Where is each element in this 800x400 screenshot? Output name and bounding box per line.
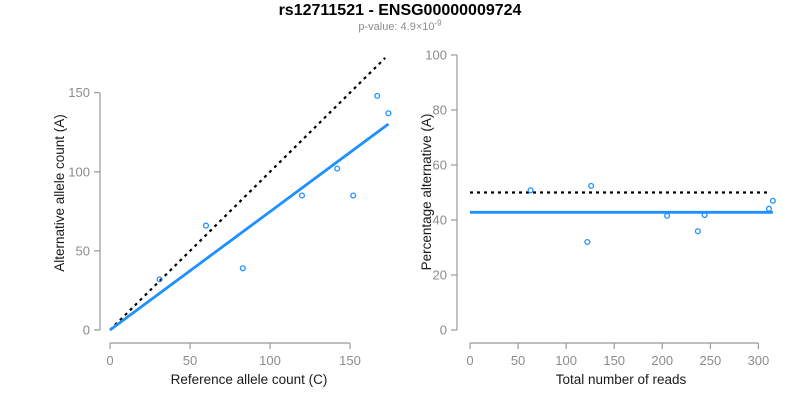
data-points	[156, 92, 392, 283]
y-tick-label: 150	[68, 85, 90, 100]
data-point	[385, 110, 392, 117]
x-tick-label: 150	[603, 353, 625, 368]
x-tick-label: 50	[183, 353, 197, 368]
y-tick-label: 80	[433, 103, 447, 118]
y-axis: 0 20 40 60 80 100	[425, 48, 458, 338]
x-axis: 0 50 100 150 200 250 300	[466, 342, 770, 368]
x-tick-label: 200	[651, 353, 673, 368]
data-point	[298, 192, 306, 199]
data-point	[769, 197, 776, 204]
data-point	[588, 182, 595, 189]
data-point	[584, 238, 591, 246]
y-tick-label: 20	[433, 268, 447, 283]
x-tick-label: 0	[466, 353, 473, 368]
x-tick-label: 250	[699, 353, 721, 368]
data-point	[334, 165, 341, 172]
subtitle-exponent: -9	[434, 18, 442, 28]
x-tick-label: 100	[555, 353, 577, 368]
data-point	[156, 276, 163, 283]
x-axis: 0 50 100 150	[106, 342, 361, 368]
identity-line	[109, 57, 386, 331]
chart-subtitle: p-value: 4.9×10-9	[0, 19, 800, 33]
x-tick-label: 0	[106, 353, 113, 368]
y-tick-label: 0	[83, 323, 90, 338]
data-point	[664, 212, 671, 219]
data-points	[527, 182, 776, 246]
subtitle-base: p-value: 4.9×10	[358, 21, 435, 33]
data-point	[202, 222, 210, 229]
chart-title: rs12711521 - ENSG00000009724	[278, 2, 522, 19]
data-point	[527, 187, 534, 194]
x-tick-label: 100	[259, 353, 281, 368]
y-tick-label: 50	[76, 243, 90, 258]
y-axis-title: Alternative allele count (A)	[52, 114, 67, 272]
data-point	[701, 212, 708, 219]
x-tick-label: 50	[511, 353, 525, 368]
right-plot: 0 20 40 60 80 100 0 50 100 150 200 250 300 Total numb…	[419, 48, 776, 387]
y-tick-label: 100	[425, 48, 447, 63]
data-point	[239, 265, 246, 272]
x-tick-label: 300	[748, 353, 770, 368]
y-tick-label: 60	[433, 158, 447, 173]
data-point	[765, 205, 773, 212]
data-point	[374, 92, 381, 99]
x-tick-label: 150	[339, 353, 361, 368]
data-point	[350, 192, 357, 199]
data-point	[694, 228, 701, 235]
regression-line	[109, 122, 390, 332]
x-axis-title: Total number of reads	[556, 372, 687, 387]
y-axis-title: Percentage alternative (A)	[419, 114, 434, 271]
y-axis: 0 50 100 150	[68, 85, 101, 338]
left-plot: 0 50 100 150 0 50 100 150 Reference allele count…	[52, 57, 392, 387]
y-tick-label: 0	[440, 323, 447, 338]
x-axis-title: Reference allele count (C)	[171, 372, 328, 387]
y-tick-label: 100	[68, 164, 90, 179]
y-tick-label: 40	[433, 213, 447, 228]
